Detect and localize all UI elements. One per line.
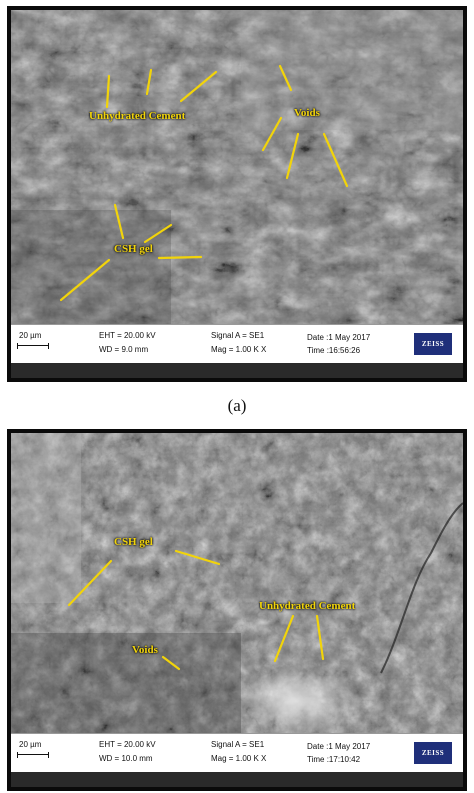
wd-value: WD = 9.0 mm [99,345,149,354]
time-value: Time :17:10:42 [307,755,361,764]
signal-value: Signal A = SE1 [211,331,265,340]
zeiss-logo: ZEISS [414,742,452,764]
label-unhydrated-cement: Unhydrated Cement [89,110,186,122]
image-bottom-strip [11,363,463,378]
sem-micrograph-b [11,433,463,733]
scale-label: 20 µm [19,740,42,749]
eht-value: EHT = 20.00 kV [99,331,156,340]
scale-bar [17,752,49,758]
label-csh-gel: CSH gel [114,536,153,548]
label-voids: Voids [294,107,320,119]
wd-value: WD = 10.0 mm [99,754,153,763]
label-csh-gel: CSH gel [114,243,153,255]
sem-panel-b: CSH gel Unhydrated Cement Voids 20 µm EH… [7,429,467,791]
signal-value: Signal A = SE1 [211,740,265,749]
mag-value: Mag = 1.00 K X [211,754,267,763]
sem-panel-a: Unhydrated Cement Voids CSH gel 20 µm EH… [7,6,467,382]
label-voids: Voids [132,644,158,656]
scale-bar [17,343,49,349]
eht-value: EHT = 20.00 kV [99,740,156,749]
scale-label: 20 µm [19,331,42,340]
sem-micrograph-a [11,10,463,324]
label-unhydrated-cement: Unhydrated Cement [259,600,356,612]
zeiss-logo: ZEISS [414,333,452,355]
sem-databar-b: 20 µm EHT = 20.00 kV WD = 10.0 mm Signal… [11,733,463,772]
date-value: Date :1 May 2017 [307,333,371,342]
sem-databar-a: 20 µm EHT = 20.00 kV WD = 9.0 mm Signal … [11,324,463,363]
date-value: Date :1 May 2017 [307,742,371,751]
time-value: Time :16:56:26 [307,346,361,355]
mag-value: Mag = 1.00 K X [211,345,267,354]
image-bottom-strip [11,772,463,787]
caption-a: (a) [227,396,247,415]
